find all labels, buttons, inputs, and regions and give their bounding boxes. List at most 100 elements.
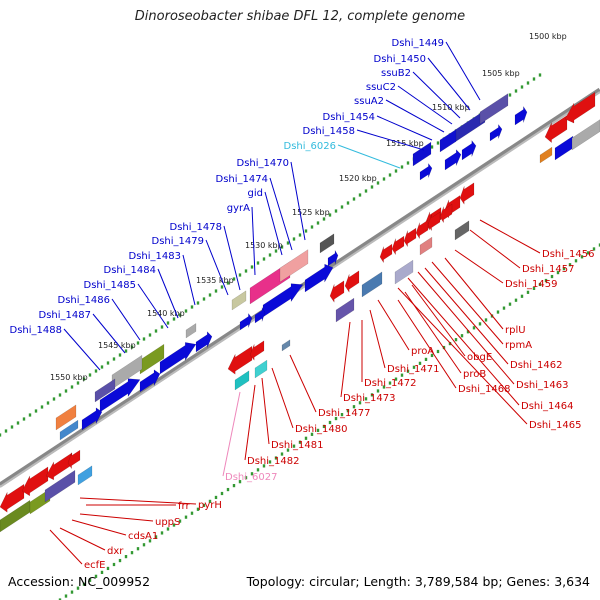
gene-label[interactable]: rpmA <box>505 340 532 351</box>
gene-feature[interactable] <box>554 135 574 161</box>
gene-label[interactable]: Dshi_1487 <box>39 310 91 321</box>
gene-feature[interactable] <box>77 465 93 486</box>
gene-arrow[interactable] <box>227 345 253 375</box>
gene-label[interactable]: Dshi_1480 <box>295 424 347 435</box>
gene-arrow[interactable] <box>419 162 433 181</box>
gene-feature[interactable] <box>571 119 600 151</box>
gene-arrow[interactable] <box>81 407 103 431</box>
gene-arrow[interactable] <box>45 452 73 481</box>
gene-arrow[interactable] <box>0 483 25 513</box>
gene-feature[interactable] <box>412 141 432 167</box>
gene-arrow[interactable] <box>461 139 477 161</box>
gene-feature[interactable] <box>55 404 77 431</box>
gene-feature[interactable] <box>394 259 414 285</box>
gene-feature[interactable] <box>234 370 250 391</box>
gene-label[interactable]: gyrA <box>227 203 250 214</box>
gene-arrow[interactable] <box>459 182 475 205</box>
gene-arrow[interactable] <box>427 211 441 232</box>
gene-label[interactable]: Dshi_1457 <box>522 264 574 275</box>
gene-arrow[interactable] <box>99 378 141 413</box>
gene-label[interactable]: Dshi_1459 <box>505 279 557 290</box>
gene-arrow[interactable] <box>21 466 49 497</box>
gene-arrow[interactable] <box>139 369 161 393</box>
gene-feature[interactable] <box>281 339 291 352</box>
gene-label[interactable]: Dshi_1482 <box>247 456 299 467</box>
gene-label[interactable]: Dshi_1470 <box>237 158 289 169</box>
gene-arrow[interactable] <box>489 123 503 142</box>
gene-feature[interactable] <box>94 378 116 403</box>
gene-feature[interactable] <box>185 323 197 339</box>
gene-arrow[interactable] <box>514 105 528 126</box>
gene-label[interactable]: dxr <box>107 546 124 557</box>
gene-labels[interactable]: Dshi_1449 Dshi_1450 ssuB2 ssuC2 ssuA2 Dshi_14… <box>10 38 595 571</box>
gene-feature[interactable] <box>44 469 76 503</box>
gene-arrow[interactable] <box>329 280 345 303</box>
gene-label[interactable]: ssuA2 <box>354 96 384 107</box>
gene-label[interactable]: obgE <box>467 352 492 363</box>
gene-label[interactable]: pyrH <box>198 500 222 511</box>
gene-arrow[interactable] <box>304 263 334 293</box>
gene-label[interactable]: Dshi_1473 <box>343 393 395 404</box>
gene-label[interactable]: proB <box>463 369 486 380</box>
gene-label[interactable]: Dshi_1478 <box>170 222 222 233</box>
gene-label[interactable]: Dshi_1449 <box>392 38 444 49</box>
gene-feature[interactable] <box>479 93 509 125</box>
gene-label[interactable]: rplU <box>505 325 526 336</box>
gene-arrow[interactable] <box>262 283 304 318</box>
gene-label[interactable]: Dshi_6026 <box>284 141 336 152</box>
gene-arrow[interactable] <box>327 249 339 267</box>
gene-label[interactable]: Dshi_1471 <box>387 364 439 375</box>
gene-arrow[interactable] <box>159 342 197 375</box>
gene-label[interactable]: gid <box>248 188 263 199</box>
gene-label[interactable]: ssuC2 <box>366 82 396 93</box>
gene-arrow[interactable] <box>403 227 417 248</box>
gene-label[interactable]: Dshi_1464 <box>521 401 573 412</box>
gene-label[interactable]: Dshi_1474 <box>216 174 268 185</box>
gene-label[interactable]: Dshi_1456 <box>542 249 594 260</box>
gene-label[interactable]: ssuB2 <box>381 68 411 79</box>
gene-arrow[interactable] <box>391 235 405 256</box>
gene-arrow[interactable] <box>415 219 429 240</box>
gene-feature[interactable] <box>254 359 268 379</box>
gene-label[interactable]: Dshi_1454 <box>323 112 375 123</box>
gene-feature[interactable] <box>439 129 457 153</box>
gene-label[interactable]: Dshi_1465 <box>529 420 581 431</box>
gene-arrow[interactable] <box>379 243 393 264</box>
gene-label[interactable]: ecfE <box>84 560 106 571</box>
gene-label[interactable]: Dshi_1486 <box>58 295 110 306</box>
gene-label[interactable]: Dshi_1484 <box>104 265 156 276</box>
gene-feature[interactable] <box>539 146 553 164</box>
gene-label[interactable]: frr <box>178 501 190 512</box>
gene-feature[interactable] <box>454 220 470 241</box>
gene-features[interactable] <box>0 91 600 533</box>
gene-label[interactable]: Dshi_1481 <box>271 440 323 451</box>
gene-label[interactable]: uppS <box>155 517 180 528</box>
gene-label[interactable]: Dshi_1488 <box>10 325 62 336</box>
gene-label[interactable]: Dshi_1479 <box>152 236 204 247</box>
gene-feature[interactable] <box>419 236 433 256</box>
gene-arrow[interactable] <box>439 203 453 224</box>
gene-arrow[interactable] <box>344 270 360 293</box>
gene-arrow[interactable] <box>239 312 253 331</box>
gene-arrow[interactable] <box>444 149 462 171</box>
gene-feature[interactable] <box>335 297 355 323</box>
gene-arrow[interactable] <box>544 115 568 144</box>
gene-label[interactable]: Dshi_1483 <box>129 251 181 262</box>
gene-feature[interactable] <box>279 249 309 283</box>
gene-label[interactable]: Dshi_1485 <box>84 280 136 291</box>
gene-label[interactable]: Dshi_1462 <box>510 360 562 371</box>
gene-label[interactable]: Dshi_1458 <box>303 126 355 137</box>
gene-label[interactable]: cdsA1 <box>128 531 158 542</box>
gene-arrow[interactable] <box>195 331 213 353</box>
gene-label[interactable]: Dshi_1477 <box>318 408 370 419</box>
gene-feature[interactable] <box>59 419 79 441</box>
gene-feature[interactable] <box>361 271 383 298</box>
gene-feature[interactable] <box>231 290 247 311</box>
gene-label[interactable]: Dshi_1450 <box>374 54 426 65</box>
gene-arrow[interactable] <box>564 91 596 124</box>
gene-arrow[interactable] <box>249 340 265 361</box>
gene-label[interactable]: Dshi_6027 <box>225 472 277 483</box>
gene-label[interactable]: Dshi_1472 <box>364 378 416 389</box>
gene-arrow[interactable] <box>254 306 266 324</box>
